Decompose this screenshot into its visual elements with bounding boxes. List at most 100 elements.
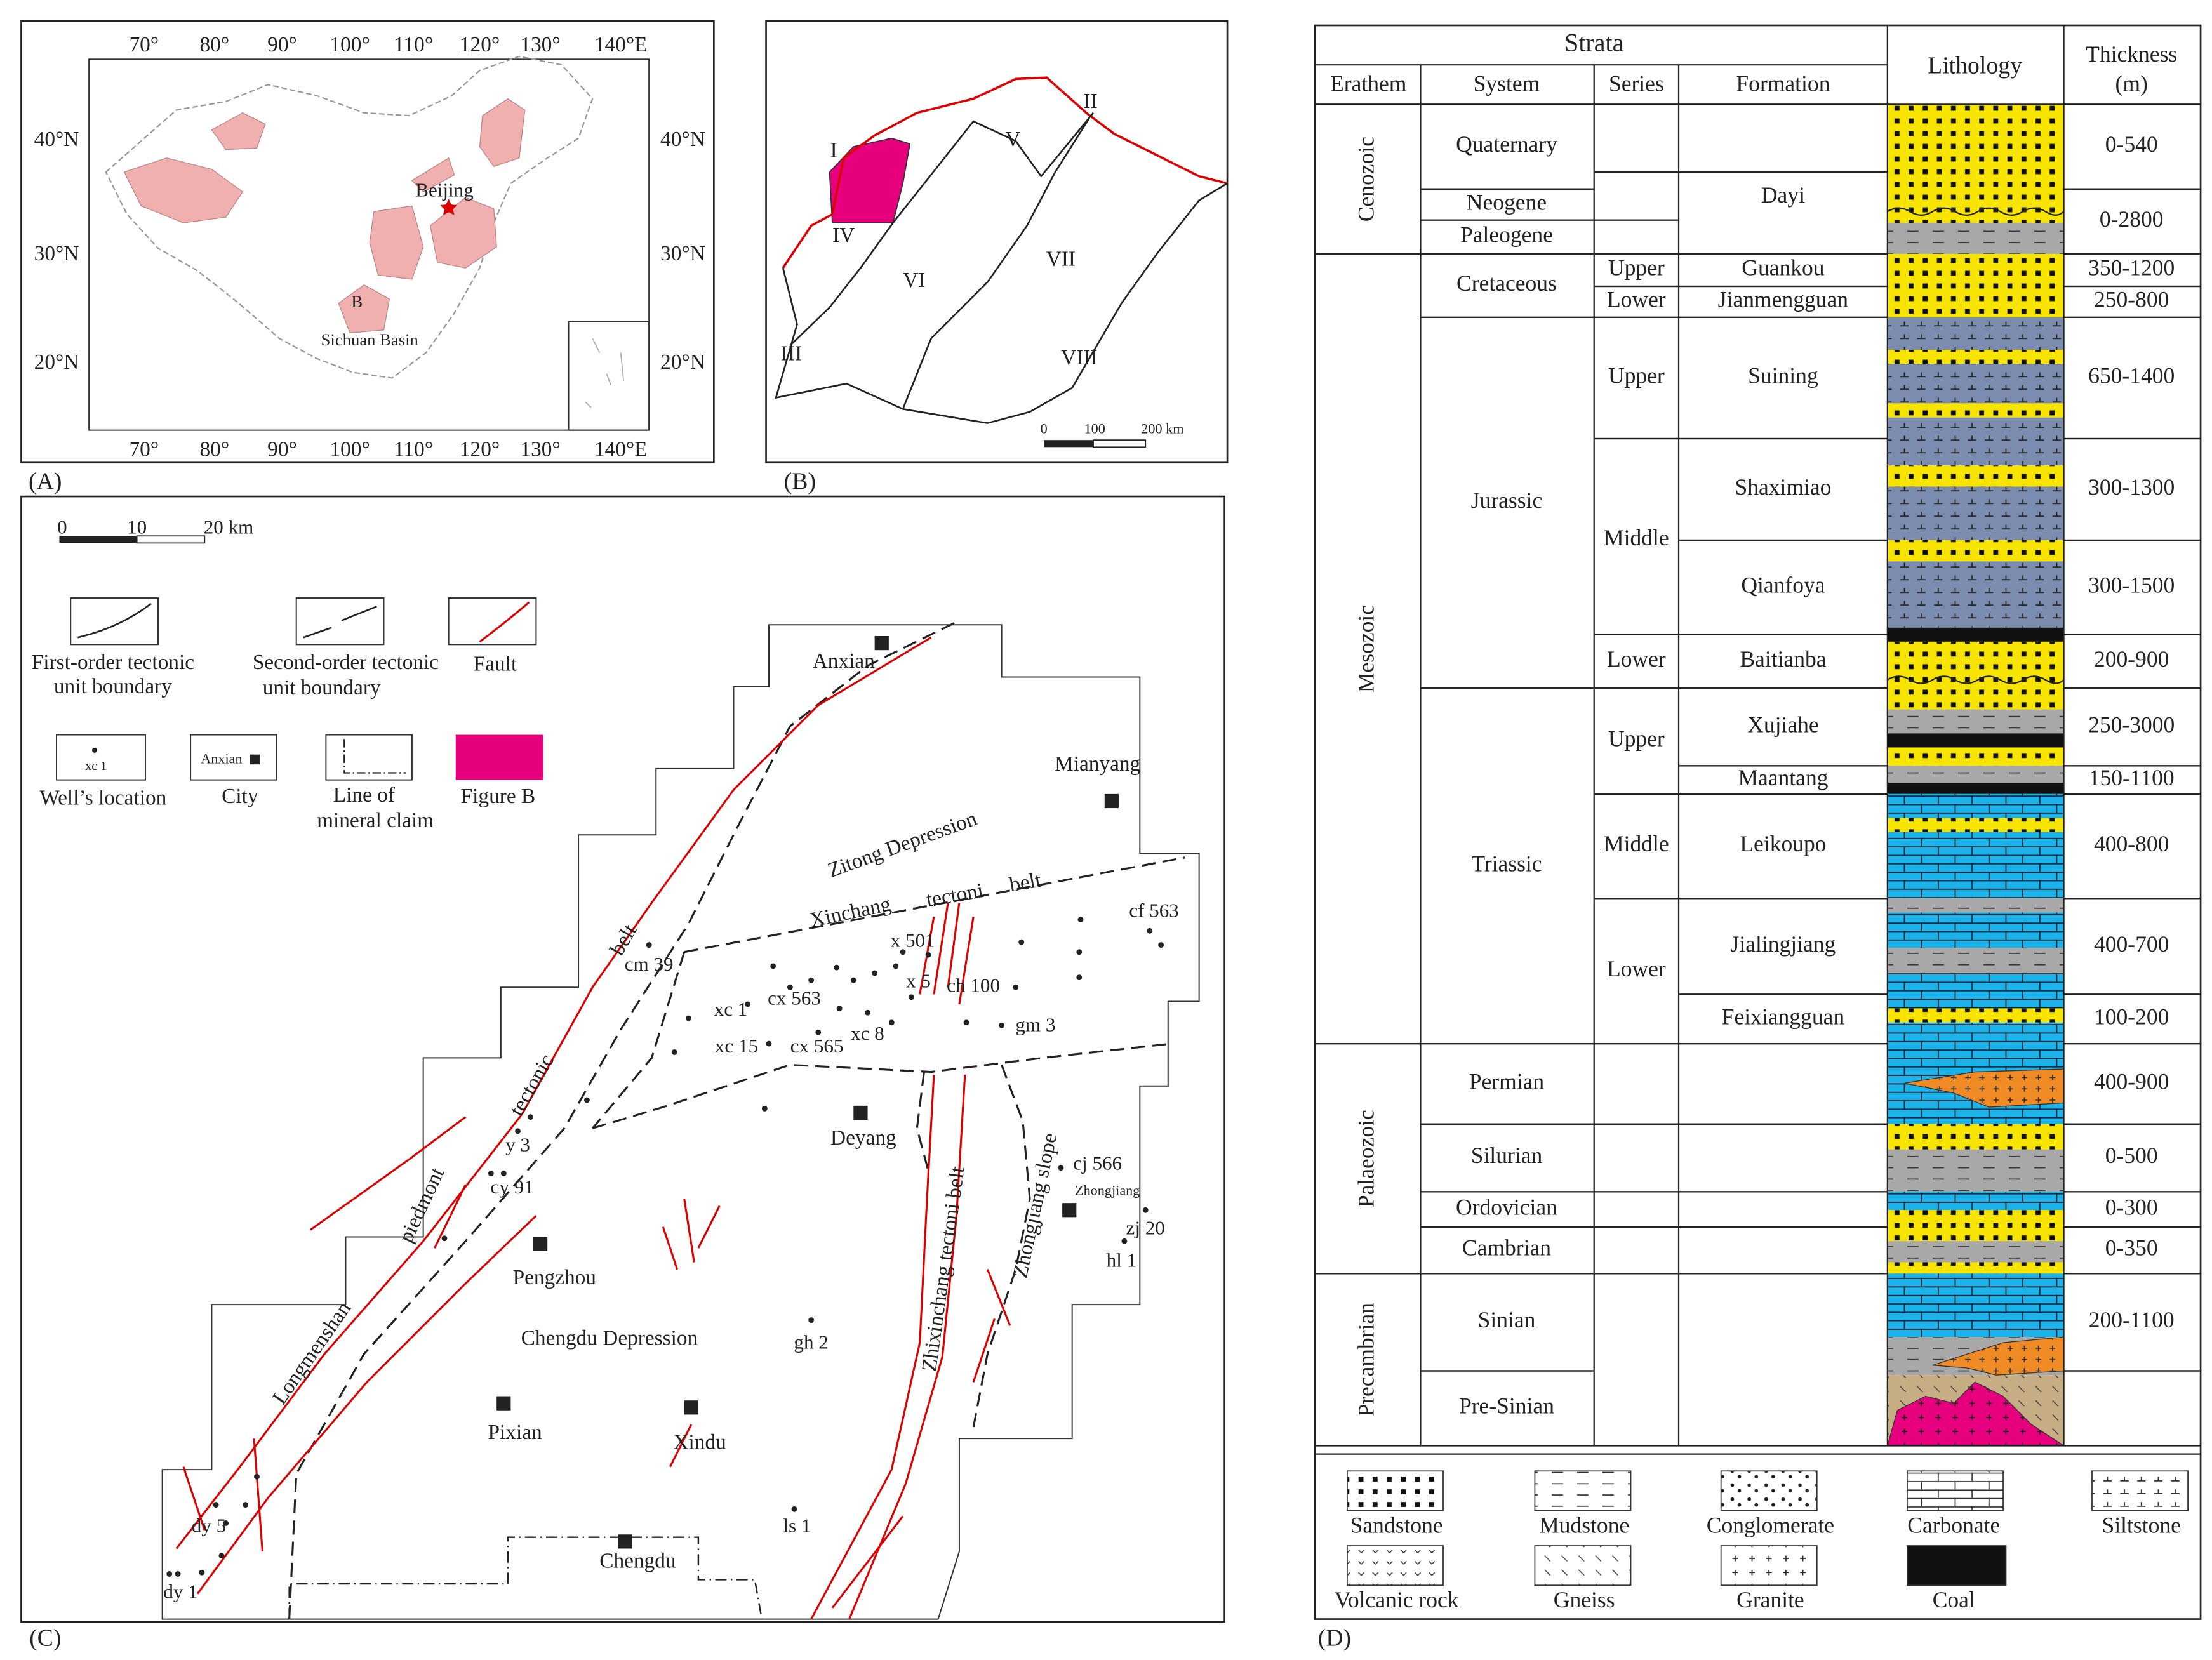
legend-swatch [1720, 1545, 1818, 1586]
longitude-label: 80° [200, 438, 230, 461]
longitude-label: 70° [129, 438, 159, 461]
place-name: Sichuan Basin [321, 330, 418, 349]
system: Silurian [1471, 1143, 1543, 1168]
rect-shape [853, 1105, 868, 1120]
path-shape [669, 1424, 693, 1468]
lithology-band [1887, 1008, 2064, 1023]
system: Sinian [1478, 1307, 1536, 1332]
lithology-band [1887, 1241, 2064, 1263]
path-shape [310, 1116, 467, 1231]
path-shape [479, 601, 530, 643]
longitude-label: 130° [520, 438, 560, 461]
series: Middle [1604, 831, 1669, 856]
circle-shape [500, 1171, 507, 1176]
legend-swatch [1347, 1545, 1444, 1586]
system: Neogene [1467, 189, 1547, 215]
circle-shape [254, 1473, 260, 1480]
thickness: 0-2800 [2100, 206, 2164, 232]
rect-shape [1062, 1203, 1077, 1218]
structure-label: Xinchang [808, 892, 893, 932]
circle-shape [1077, 917, 1084, 923]
path-shape [430, 197, 497, 269]
g-shape [585, 338, 625, 408]
system: Jurassic [1471, 488, 1543, 513]
circle-shape [218, 1553, 225, 1559]
g-shape [123, 98, 526, 334]
lithology-band [1887, 104, 2064, 209]
rect-shape [325, 734, 413, 781]
path-shape [916, 1072, 929, 1171]
thickness: 300-1500 [2088, 573, 2175, 598]
lithology-column [1347, 104, 2189, 1586]
rect-shape [1104, 793, 1119, 809]
thickness: 200-900 [2094, 646, 2169, 672]
circle-shape [646, 942, 652, 948]
series: Upper [1608, 726, 1665, 752]
formation: Qianfoya [1741, 573, 1825, 598]
circle-shape [963, 1019, 969, 1026]
panel-a [20, 20, 715, 464]
circle-shape [685, 1015, 691, 1021]
lithology-band [1887, 1149, 2064, 1192]
circle-shape [583, 1097, 590, 1103]
lithology-band [1887, 783, 2064, 794]
rect-shape [765, 20, 1229, 464]
texts: 70° 70° 80° 80° 90° 90° 100° 100° 110° 110° 120° 12… [29, 28, 2181, 1651]
path-shape [161, 624, 1200, 1620]
circle-shape [815, 1029, 822, 1035]
well-label: hl 1 [1107, 1249, 1137, 1272]
circle-shape [770, 963, 776, 969]
well-label: gm 3 [1015, 1014, 1055, 1036]
longitude-label: 70° [129, 33, 159, 56]
formation: Jialingjiang [1731, 931, 1836, 957]
well-label: cx 563 [768, 986, 821, 1009]
latitude-label: 20°N [34, 350, 79, 374]
rect-shape [250, 754, 260, 765]
lithology-band [1887, 1124, 2064, 1150]
circle-shape [808, 1317, 815, 1324]
circle-shape [92, 747, 98, 753]
circle-shape [528, 1114, 533, 1120]
formation: Guankou [1742, 255, 1824, 281]
path-shape [182, 1438, 904, 1609]
structure-label: Chengdu Depression [521, 1326, 698, 1350]
formation: Xujiahe [1747, 712, 1818, 737]
legend-label: unit boundary [54, 675, 172, 698]
thickness: 300-1300 [2088, 474, 2175, 500]
lithology-band [1887, 912, 2064, 948]
legend-c [56, 597, 543, 781]
lithology-band [1887, 641, 2064, 710]
well-label: cy 91 [491, 1176, 534, 1198]
series: Lower [1607, 646, 1666, 672]
path-shape [592, 1042, 1171, 1129]
path-shape [592, 952, 686, 1129]
rect-shape [533, 1237, 548, 1251]
unit-label: V [1005, 128, 1020, 151]
longitude-label: 100° [330, 438, 370, 461]
panel-label: (B) [784, 468, 816, 495]
well-label: cm 39 [625, 953, 674, 975]
scale-label: 100 [1084, 421, 1105, 437]
structure-label: Zhixinchang tectoni belt [917, 1165, 969, 1373]
unit-label: III [781, 342, 802, 366]
circle-shape [1142, 1207, 1149, 1213]
legend-swatch [1534, 1545, 1632, 1586]
lithology-band [1887, 208, 2064, 223]
unconformity [1887, 207, 2065, 684]
lithology-band [1887, 948, 2064, 974]
system: Pre-Sinian [1459, 1393, 1554, 1419]
rect-shape [1314, 24, 2202, 1620]
lithology-band [1887, 417, 2064, 466]
formation: Jianmengguan [1718, 287, 1848, 312]
thickness: 400-800 [2094, 831, 2169, 856]
thickness: 650-1400 [2088, 363, 2175, 388]
path-shape [440, 199, 457, 215]
path-shape [288, 620, 960, 1619]
panel-label: (D) [1318, 1625, 1351, 1652]
legend-label: Siltstone [2102, 1512, 2181, 1537]
legend-label: Gneiss [1554, 1587, 1615, 1612]
well-label: gh 2 [794, 1331, 828, 1353]
path-shape [972, 1064, 1031, 1428]
